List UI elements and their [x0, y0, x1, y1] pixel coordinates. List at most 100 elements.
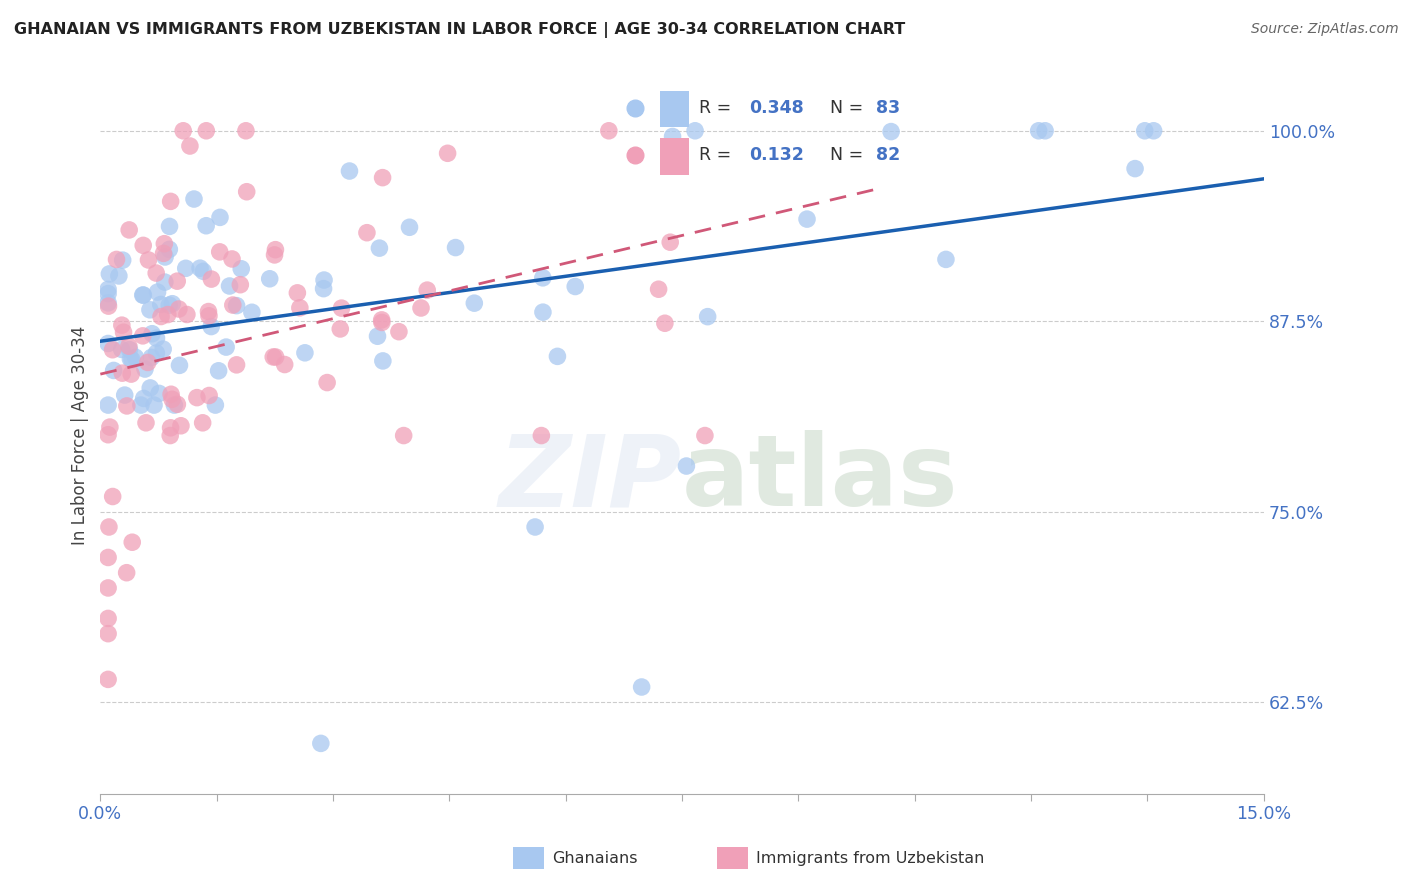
- Point: [436, 146, 458, 161]
- Point: [120, 367, 142, 381]
- Point: [262, 350, 284, 364]
- Point: [118, 223, 141, 237]
- Point: [294, 346, 316, 360]
- Point: [112, 325, 135, 339]
- Point: [218, 279, 240, 293]
- Point: [683, 124, 706, 138]
- Point: [160, 392, 183, 407]
- Point: [225, 299, 247, 313]
- Point: [880, 125, 903, 139]
- Point: [198, 309, 221, 323]
- FancyBboxPatch shape: [659, 137, 689, 175]
- Point: [564, 279, 586, 293]
- Point: [416, 283, 439, 297]
- Point: [121, 352, 143, 367]
- Point: [141, 326, 163, 341]
- Point: [97, 550, 120, 565]
- Point: [132, 288, 155, 302]
- Point: [115, 566, 138, 580]
- Point: [172, 124, 194, 138]
- Point: [132, 392, 155, 406]
- Point: [531, 305, 554, 319]
- Point: [111, 318, 134, 333]
- Point: [193, 264, 215, 278]
- Point: [159, 421, 181, 435]
- Point: [150, 310, 173, 324]
- Point: [647, 282, 669, 296]
- Point: [162, 296, 184, 310]
- Point: [153, 236, 176, 251]
- Point: [103, 363, 125, 377]
- Text: GHANAIAN VS IMMIGRANTS FROM UZBEKISTAN IN LABOR FORCE | AGE 30-34 CORRELATION CH: GHANAIAN VS IMMIGRANTS FROM UZBEKISTAN I…: [14, 22, 905, 38]
- Text: atlas: atlas: [682, 430, 959, 527]
- Point: [138, 252, 160, 267]
- Point: [114, 388, 136, 402]
- Point: [159, 219, 181, 234]
- Point: [204, 398, 226, 412]
- Point: [273, 358, 295, 372]
- Point: [97, 581, 120, 595]
- Point: [170, 418, 193, 433]
- Point: [208, 211, 231, 225]
- Point: [166, 397, 188, 411]
- Point: [309, 736, 332, 750]
- FancyBboxPatch shape: [659, 91, 689, 128]
- Point: [935, 252, 957, 267]
- Point: [179, 139, 201, 153]
- Point: [659, 235, 682, 250]
- Point: [264, 243, 287, 257]
- Point: [1033, 124, 1056, 138]
- Point: [463, 296, 485, 310]
- Point: [157, 298, 180, 312]
- Point: [101, 490, 124, 504]
- Point: [356, 226, 378, 240]
- Point: [546, 350, 568, 364]
- Point: [366, 329, 388, 343]
- Point: [146, 285, 169, 299]
- Point: [312, 273, 335, 287]
- Point: [370, 313, 392, 327]
- Point: [153, 250, 176, 264]
- Point: [98, 420, 121, 434]
- Point: [118, 339, 141, 353]
- Point: [167, 301, 190, 316]
- Point: [105, 252, 128, 267]
- Point: [221, 252, 243, 266]
- Text: ZIP: ZIP: [499, 430, 682, 527]
- Text: 83: 83: [876, 99, 900, 117]
- Point: [97, 611, 120, 625]
- Point: [231, 261, 253, 276]
- Point: [207, 364, 229, 378]
- Point: [145, 346, 167, 360]
- Point: [259, 272, 281, 286]
- Point: [368, 241, 391, 255]
- Point: [98, 267, 121, 281]
- Point: [1142, 124, 1164, 138]
- Point: [136, 355, 159, 369]
- Point: [115, 399, 138, 413]
- Point: [132, 288, 155, 302]
- Point: [696, 310, 718, 324]
- Point: [598, 124, 620, 138]
- Point: [111, 366, 134, 380]
- Point: [264, 350, 287, 364]
- Point: [143, 398, 166, 412]
- Point: [153, 275, 176, 289]
- Point: [166, 274, 188, 288]
- Point: [149, 297, 172, 311]
- Point: [371, 354, 394, 368]
- Point: [409, 301, 432, 315]
- Point: [330, 301, 353, 315]
- Text: N =: N =: [830, 99, 869, 117]
- Point: [174, 261, 197, 276]
- Point: [129, 398, 152, 412]
- Text: Source: ZipAtlas.com: Source: ZipAtlas.com: [1251, 22, 1399, 37]
- Point: [222, 298, 245, 312]
- Point: [169, 359, 191, 373]
- Point: [371, 315, 394, 329]
- Point: [183, 192, 205, 206]
- Point: [148, 386, 170, 401]
- Point: [339, 164, 361, 178]
- Point: [398, 220, 420, 235]
- Text: Ghanaians: Ghanaians: [553, 851, 638, 865]
